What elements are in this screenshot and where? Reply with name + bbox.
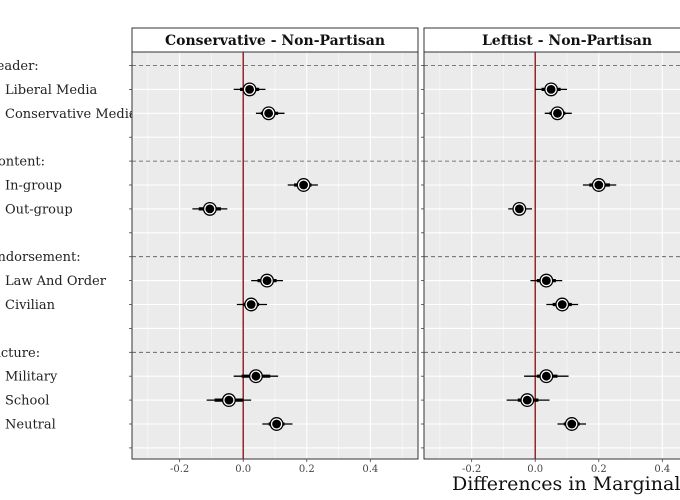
x-tick-label: -0.2 — [170, 464, 189, 475]
x-tick-label: 0.4 — [654, 464, 670, 475]
estimate-dot — [541, 371, 551, 381]
estimate-dot — [251, 371, 261, 381]
x-tick-label: 0.4 — [362, 464, 378, 475]
estimate-point — [508, 201, 533, 216]
attribute-header-label: Leader: — [0, 59, 39, 74]
estimate-point — [236, 297, 268, 312]
estimate-point — [262, 417, 293, 431]
facet-panel: Conservative - Non-Partisan -0.2 0.0 0.2 0.4 — [129, 27, 419, 475]
panel-border — [423, 51, 680, 460]
level-label: School — [5, 394, 49, 409]
estimate-dot — [541, 276, 551, 285]
estimate-point — [557, 417, 587, 431]
estimate-dot — [299, 180, 308, 190]
x-tick-label: 0.2 — [299, 464, 315, 475]
panel-background — [424, 52, 680, 459]
estimate-point — [233, 369, 279, 384]
estimate-dot — [264, 108, 274, 118]
estimate-point — [546, 297, 579, 312]
facet-panel: Leftist - Non-Partisan -0.2 0.0 0.2 0.4 — [421, 27, 680, 475]
level-label: Neutral — [5, 418, 56, 433]
estimate-dot — [245, 85, 254, 94]
estimate-dot — [246, 300, 256, 309]
panels: Conservative - Non-Partisan -0.2 0.0 0.2 0.4… — [129, 27, 680, 475]
estimate-point — [251, 273, 283, 288]
attribute-header-label: Endorsement: — [0, 250, 81, 265]
level-label: Military — [5, 370, 58, 385]
x-axis-title: Differences in Marginal Means — [452, 473, 680, 495]
estimate-point — [582, 178, 617, 192]
attribute-header-label: Content: — [0, 155, 45, 170]
estimate-point — [192, 201, 228, 216]
row-labels: Leader: Liberal Media Conservative Media Co… — [0, 59, 137, 433]
estimate-dot — [553, 108, 562, 118]
facet-strip — [131, 27, 419, 53]
level-label: Out-group — [5, 202, 73, 217]
level-label: Civilian — [5, 298, 56, 313]
estimate-dot — [514, 204, 524, 214]
level-label: Conservative Media — [5, 107, 137, 122]
facet-title: Leftist - Non-Partisan — [482, 33, 652, 49]
x-tick-label: -0.2 — [462, 464, 481, 475]
estimate-point — [206, 393, 252, 408]
attribute-header-label: Picture: — [0, 346, 40, 361]
estimate-dot — [224, 395, 234, 405]
estimate-dot — [205, 204, 215, 214]
level-label: Liberal Media — [5, 83, 98, 98]
level-label: In-group — [5, 179, 62, 194]
x-tick-label: 0.0 — [235, 464, 251, 475]
estimate-dot — [594, 180, 604, 190]
estimate-dot — [546, 85, 556, 94]
estimate-dot — [262, 276, 272, 285]
x-tick-label: 0.2 — [591, 464, 607, 475]
level-label: Law And Order — [5, 274, 107, 289]
estimate-point — [544, 106, 572, 121]
facet-title: Conservative - Non-Partisan — [165, 33, 385, 49]
estimate-dot — [567, 419, 577, 429]
estimate-dot — [272, 419, 281, 429]
x-tick-label: 0.0 — [527, 464, 543, 475]
estimate-dot — [557, 300, 567, 309]
estimate-point — [530, 273, 563, 288]
estimate-dot — [522, 395, 532, 405]
panel-border — [131, 51, 419, 460]
estimate-point — [255, 106, 285, 121]
estimate-point — [233, 82, 266, 97]
estimate-point — [506, 393, 550, 408]
estimate-point — [535, 82, 567, 97]
estimate-point — [287, 178, 318, 192]
estimate-point — [524, 369, 569, 384]
